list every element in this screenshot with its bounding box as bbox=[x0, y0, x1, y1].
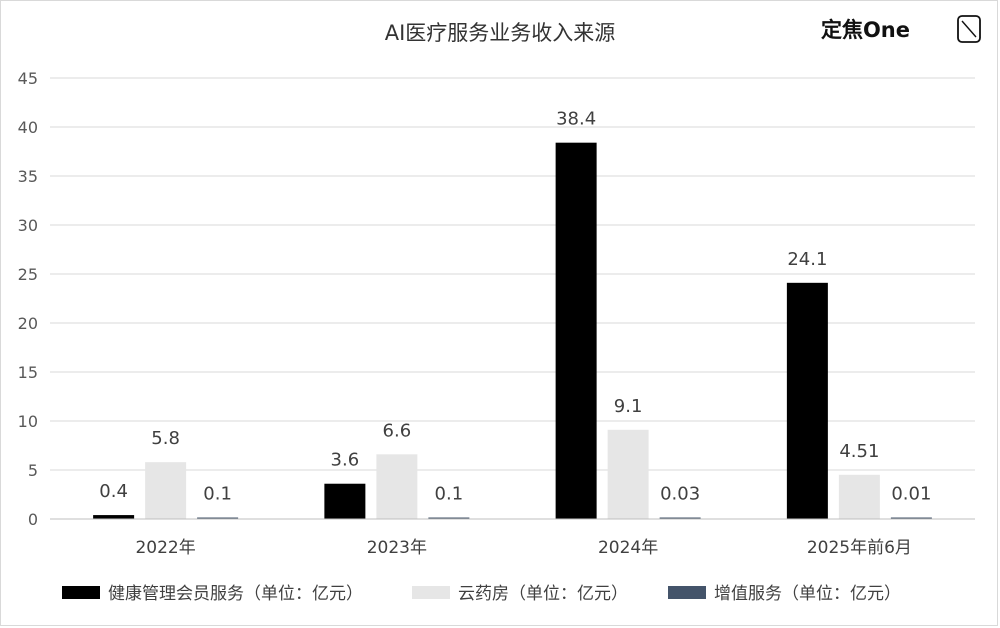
gridlines bbox=[50, 77, 975, 471]
data-label: 0.1 bbox=[203, 484, 232, 505]
y-tick-label: 45 bbox=[18, 69, 38, 88]
watermark-badge-icon bbox=[957, 15, 981, 43]
bar bbox=[607, 429, 649, 519]
data-label: 24.1 bbox=[787, 249, 827, 270]
bar bbox=[659, 517, 701, 519]
data-label: 6.6 bbox=[383, 420, 412, 441]
y-tick-label: 20 bbox=[18, 314, 38, 333]
data-label: 4.51 bbox=[839, 441, 879, 462]
y-tick-label: 35 bbox=[18, 167, 38, 186]
watermark-text: 定焦One bbox=[821, 18, 910, 42]
y-tick-label: 5 bbox=[28, 461, 38, 480]
data-labels: 0.4 5.8 0.1 3.6 6.6 0.1 38.4 9.1 0.03 24.1 4.51 0.0… bbox=[99, 109, 931, 505]
x-tick-label: 2022年 bbox=[135, 538, 195, 558]
data-label: 0.4 bbox=[99, 481, 128, 502]
watermark-logo: 定焦One bbox=[821, 15, 981, 43]
data-label: 0.03 bbox=[660, 484, 700, 505]
data-label: 5.8 bbox=[151, 428, 180, 449]
bar bbox=[428, 517, 470, 519]
bars bbox=[93, 142, 932, 519]
data-label: 0.01 bbox=[891, 484, 931, 505]
legend-swatch bbox=[668, 586, 706, 599]
y-tick-label: 40 bbox=[18, 118, 38, 137]
bar bbox=[197, 517, 239, 519]
x-tick-label: 2024年 bbox=[598, 538, 658, 558]
y-tick-label: 30 bbox=[18, 216, 38, 235]
data-label: 3.6 bbox=[331, 450, 360, 471]
bar bbox=[145, 462, 187, 519]
bar bbox=[555, 142, 597, 519]
bar bbox=[324, 483, 366, 519]
chart-title: AI医疗服务业务收入来源 bbox=[385, 21, 616, 45]
data-label: 0.1 bbox=[435, 484, 464, 505]
bar bbox=[376, 454, 418, 519]
y-axis-ticks: 0 5 10 15 20 25 30 35 40 45 bbox=[18, 69, 38, 529]
bar bbox=[93, 515, 135, 519]
y-tick-label: 0 bbox=[28, 510, 38, 529]
legend-label: 健康管理会员服务（单位：亿元） bbox=[108, 584, 363, 604]
data-label: 9.1 bbox=[614, 396, 643, 417]
watermark-badge-mark bbox=[961, 20, 977, 38]
legend-swatch bbox=[62, 586, 100, 599]
bar bbox=[838, 474, 880, 519]
legend-label: 增值服务（单位：亿元） bbox=[714, 584, 901, 604]
data-label: 38.4 bbox=[556, 109, 596, 130]
legend-label: 云药房（单位：亿元） bbox=[458, 584, 628, 604]
bar bbox=[786, 282, 828, 519]
x-tick-label: 2023年 bbox=[367, 538, 427, 558]
legend-swatch bbox=[412, 586, 450, 599]
x-axis-ticks: 2022年 2023年 2024年 2025年前6月 bbox=[135, 538, 911, 558]
y-tick-label: 10 bbox=[18, 412, 38, 431]
legend: 健康管理会员服务（单位：亿元） 云药房（单位：亿元） 增值服务（单位：亿元） bbox=[62, 584, 901, 604]
x-tick-label: 2025年前6月 bbox=[807, 538, 912, 558]
bar bbox=[890, 517, 932, 519]
y-tick-label: 15 bbox=[18, 363, 38, 382]
y-tick-label: 25 bbox=[18, 265, 38, 284]
